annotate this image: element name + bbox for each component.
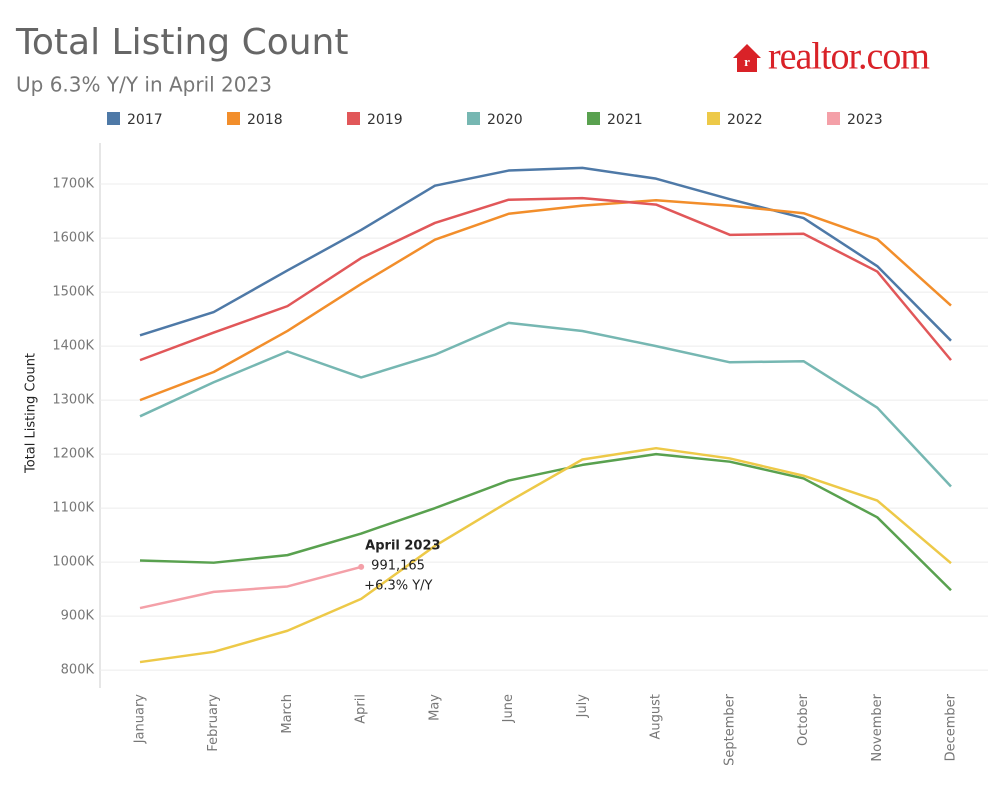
x-tick-label: January [133,694,148,745]
series-line [139,321,952,488]
legend-swatch [827,112,840,125]
series-line [139,199,952,402]
series-line [139,446,952,664]
legend-label: 2017 [127,112,163,128]
legend-label: 2018 [247,112,283,128]
chart-title: Total Listing Count [15,22,348,63]
series-line [139,565,362,610]
x-tick-label: July [575,694,590,719]
x-tick-label: September [722,693,737,766]
legend-swatch [587,112,600,125]
y-tick-label: 900K [61,609,95,624]
y-tick-label: 1000K [52,555,94,570]
series-line [139,452,952,592]
x-tick-label: February [206,694,221,752]
y-tick-label: 1600K [52,231,94,246]
value-label: 991,165 [371,558,425,573]
x-tick-label: April [354,694,369,724]
y-tick-label: 800K [61,663,95,678]
y-axis-title: Total Listing Count [24,353,39,474]
legend-label: 2021 [607,112,643,128]
chart-subtitle: Up 6.3% Y/Y in April 2023 [16,73,272,97]
x-tick-label: March [280,694,295,734]
series-line [139,196,952,362]
legend-label: 2022 [727,112,763,128]
x-tick-label: October [796,693,811,746]
annotation-title: April 2023 [365,538,440,553]
legend-label: 2020 [487,112,523,128]
svg-text:r: r [744,54,750,69]
logo-icon: r [733,44,761,72]
y-tick-label: 1500K [52,285,94,300]
legend-swatch [467,112,480,125]
legend-swatch [347,112,360,125]
legend-swatch [107,112,120,125]
legend-swatch [707,112,720,125]
annotation-change: +6.3% Y/Y [364,578,432,593]
x-tick-label: August [649,694,664,740]
x-tick-label: November [870,693,885,761]
y-tick-label: 1400K [52,339,94,354]
series-line [139,166,952,342]
logo: realtor.com [768,36,929,78]
y-tick-label: 1100K [52,501,94,516]
y-tick-label: 1700K [52,177,94,192]
legend-swatch [227,112,240,125]
x-tick-label: June [501,694,516,723]
legend-label: 2023 [847,112,883,128]
x-tick-label: December [944,693,959,761]
y-tick-label: 1300K [52,393,94,408]
x-tick-label: May [427,694,442,721]
y-tick-label: 1200K [52,447,94,462]
point [358,563,365,570]
legend-label: 2019 [367,112,403,128]
